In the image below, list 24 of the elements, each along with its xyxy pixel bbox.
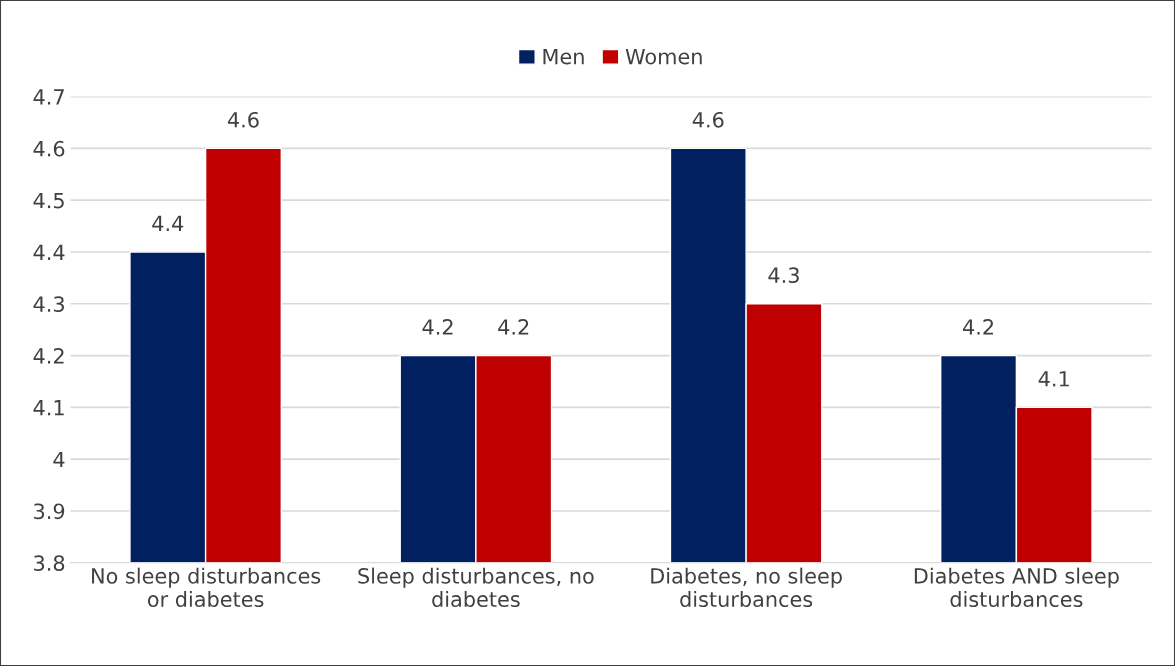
y-tick-label: 4.2 xyxy=(33,348,64,364)
y-tick-label: 4.6 xyxy=(33,140,65,157)
y-tick-label: 4.5 xyxy=(33,192,64,209)
data-label: 4.6 xyxy=(692,111,724,128)
x-tick-label: Sleep disturbances, no diabetes xyxy=(358,567,594,608)
data-label: 4.2 xyxy=(422,319,453,335)
y-tick-label: 4.1 xyxy=(33,400,64,416)
data-label: 4.1 xyxy=(1038,371,1069,387)
y-tick-label: 4.7 xyxy=(33,89,64,105)
legend-label: Women xyxy=(625,48,702,65)
legend-label: Men xyxy=(543,48,584,65)
y-tick-label: 4.4 xyxy=(33,244,65,260)
x-tick-label: Diabetes AND sleep disturbances xyxy=(914,567,1119,608)
y-tick-label: 3.9 xyxy=(34,503,65,520)
data-label: 4.2 xyxy=(498,319,529,335)
y-tick-label: 4 xyxy=(53,451,65,468)
x-tick-label: Diabetes, no sleep disturbances xyxy=(651,567,842,608)
x-tick-label: No sleep disturbances or diabetes xyxy=(92,567,321,608)
y-tick-label: 3.8 xyxy=(34,555,65,571)
data-label: 4.2 xyxy=(962,319,994,335)
data-label: 4.3 xyxy=(768,267,799,284)
data-label: 4.4 xyxy=(152,215,184,231)
y-tick-label: 4.3 xyxy=(33,296,64,312)
data-label: 4.6 xyxy=(227,111,259,128)
